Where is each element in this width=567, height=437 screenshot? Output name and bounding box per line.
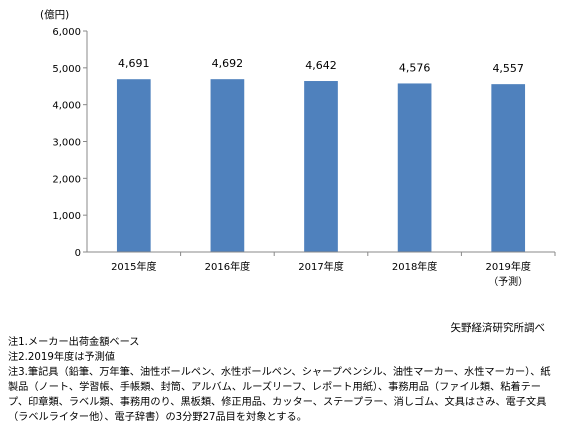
footnote-1: 注1.メーカー出荷金額ベース bbox=[8, 337, 140, 348]
data-label: 4,692 bbox=[212, 57, 244, 70]
bar bbox=[397, 83, 432, 252]
x-tick-label: 2017年度 bbox=[298, 260, 343, 273]
data-label: 4,642 bbox=[305, 59, 337, 72]
y-tick-label: 0 bbox=[75, 248, 81, 259]
y-axis-unit-label: (億円) bbox=[40, 8, 69, 21]
x-tick-label: 2019年度 bbox=[485, 260, 530, 273]
x-tick-label: 2018年度 bbox=[392, 260, 437, 273]
x-tick-sublabel: （予測） bbox=[488, 275, 528, 288]
footnotes: 注1.メーカー出荷金額ベース 注2.2019年度は予測値 注3.筆記具（鉛筆、万… bbox=[8, 335, 553, 425]
bar bbox=[210, 79, 245, 252]
y-tick-label: 3,000 bbox=[52, 138, 81, 149]
y-tick-label: 1,000 bbox=[52, 211, 81, 222]
source-credit: 矢野経済研究所調べ bbox=[450, 322, 546, 334]
x-tick-label: 2016年度 bbox=[205, 260, 250, 273]
bar bbox=[116, 79, 151, 252]
bar bbox=[304, 81, 338, 252]
footnote-2: 注2.2019年度は予測値 bbox=[8, 352, 115, 363]
footnote-3: 注3.筆記具（鉛筆、万年筆、油性ボールペン、水性ボールペン、シャープペンシル、油… bbox=[8, 367, 551, 423]
bars: 4,691 4,692 4,642 4,576 4,557 bbox=[116, 57, 526, 252]
y-tick-label: 2,000 bbox=[52, 174, 81, 185]
x-axis-labels: 2015年度 2016年度 2017年度 2018年度 2019年度 （予測） bbox=[111, 252, 556, 288]
bar-chart: (億円) 0 1,000 2,000 3,000 4,000 5,000 6,000 4,6… bbox=[40, 8, 556, 288]
data-label: 4,691 bbox=[118, 57, 150, 70]
data-label: 4,557 bbox=[492, 62, 524, 75]
data-label: 4,576 bbox=[399, 61, 431, 74]
bar bbox=[491, 84, 526, 252]
x-tick-label: 2015年度 bbox=[111, 260, 156, 273]
y-tick-label: 4,000 bbox=[52, 101, 81, 112]
y-tick-label: 5,000 bbox=[52, 64, 81, 75]
y-tick-label: 6,000 bbox=[52, 27, 81, 38]
y-axis-ticks: 0 1,000 2,000 3,000 4,000 5,000 6,000 bbox=[52, 27, 87, 259]
